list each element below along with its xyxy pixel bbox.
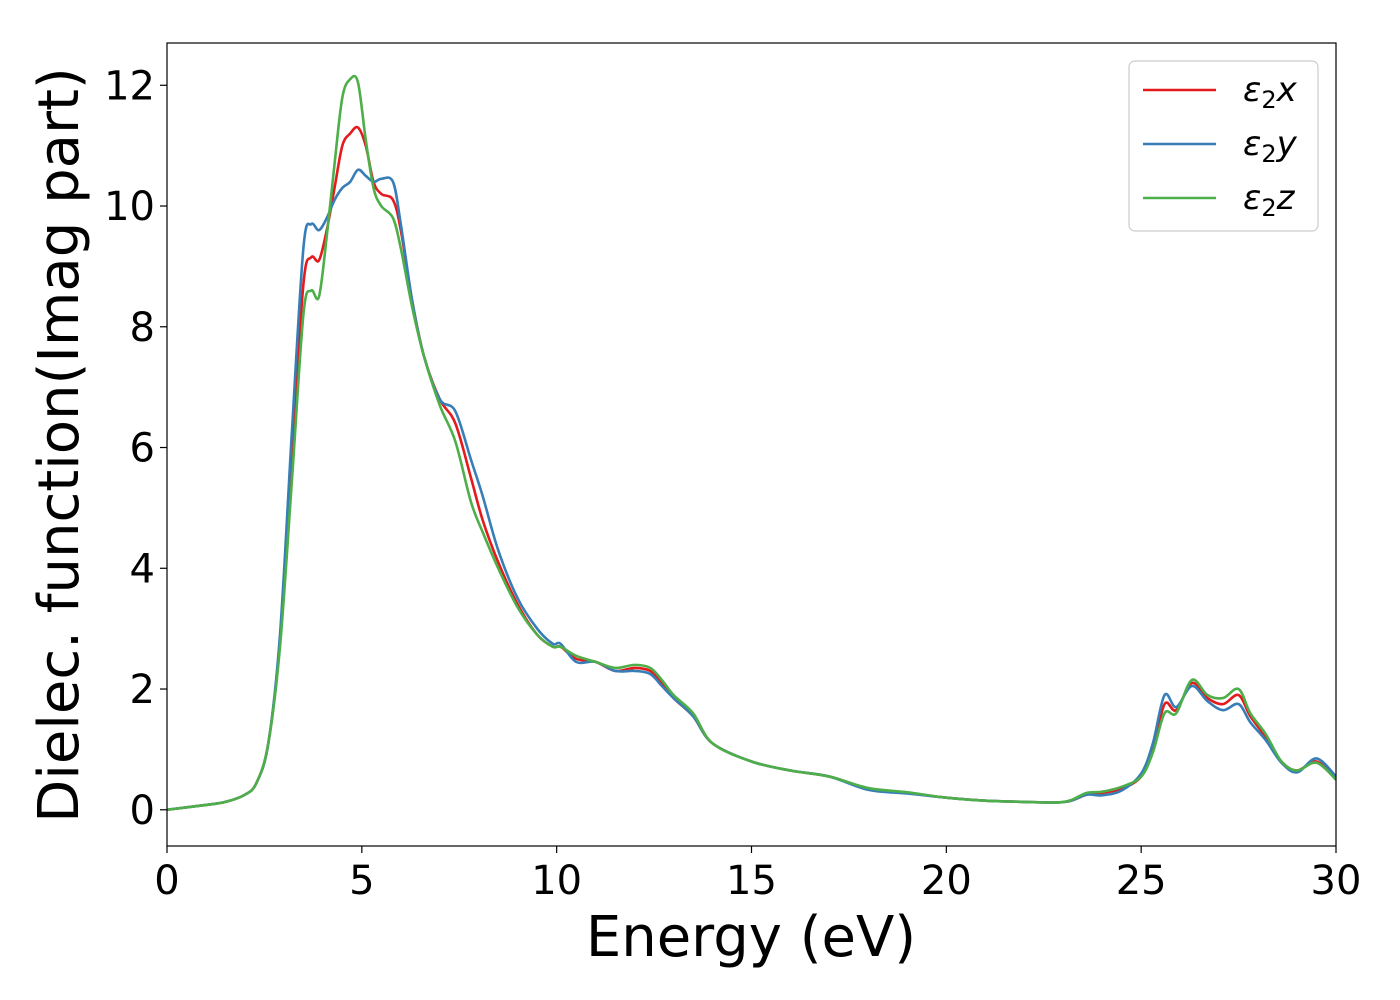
legend-label-x: ε2x — [1243, 70, 1298, 114]
y-tick-label: 8 — [130, 305, 155, 351]
x-tick-label: 5 — [349, 858, 374, 904]
x-tick-label: 0 — [154, 858, 179, 904]
legend: ε2x ε2y ε2z — [1128, 60, 1319, 232]
y-tick-label: 6 — [130, 426, 155, 472]
y-axis: 0 2 4 6 8 10 12 — [104, 63, 167, 834]
x-tick-label: 30 — [1311, 858, 1362, 904]
y-tick-label: 4 — [130, 546, 155, 592]
legend-label-z: ε2z — [1243, 178, 1296, 222]
y-tick-label: 10 — [104, 184, 155, 230]
x-axis: 0 5 10 15 20 25 30 — [154, 846, 1361, 904]
legend-box — [1128, 60, 1319, 232]
x-axis-label: Energy (eV) — [586, 905, 916, 970]
y-tick-label: 12 — [104, 63, 155, 109]
y-tick-label: 0 — [130, 788, 155, 834]
series-layer — [167, 74, 1336, 812]
y-axis-label: Dielec. function(Imag part) — [27, 67, 92, 823]
series-line-y — [167, 168, 1336, 812]
x-tick-label: 25 — [1116, 858, 1167, 904]
series-line-z — [167, 74, 1336, 812]
legend-label-y: ε2y — [1243, 124, 1298, 168]
x-tick-label: 15 — [726, 858, 777, 904]
x-tick-label: 20 — [921, 858, 972, 904]
x-tick-label: 10 — [531, 858, 582, 904]
y-tick-label: 2 — [130, 667, 155, 713]
